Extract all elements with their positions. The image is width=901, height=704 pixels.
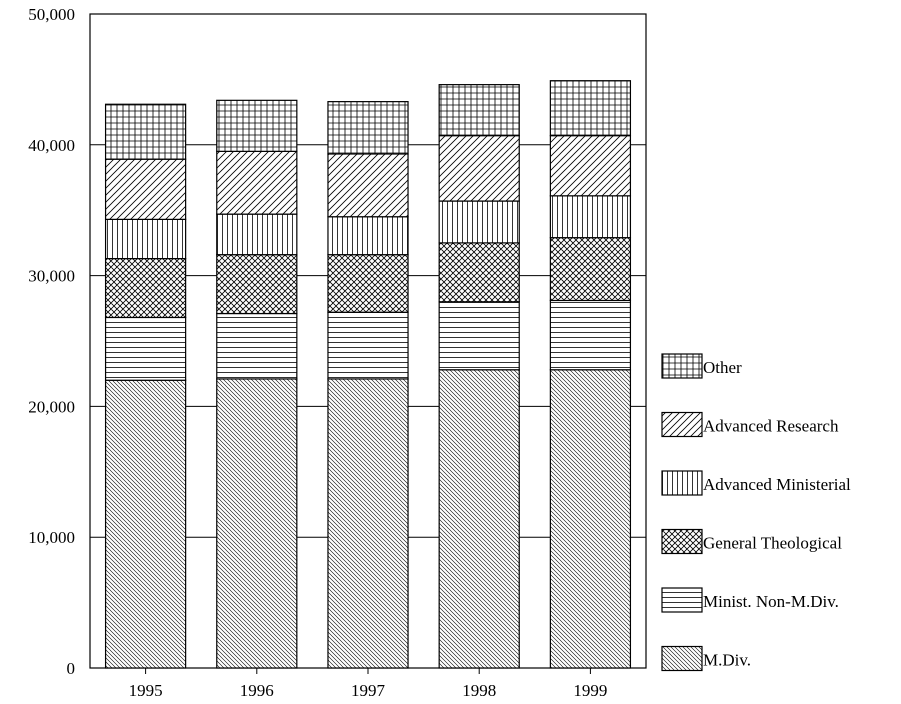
- bar-segment-advanced-ministerial-1996: [216, 213, 298, 256]
- bar-segment-general-theological-1996: [216, 254, 298, 315]
- bar-segment-other-1998: [438, 84, 520, 137]
- legend-label-minist-non-m-div: Minist. Non-M.Div.: [703, 592, 839, 611]
- legend-label-advanced-research: Advanced Research: [703, 417, 839, 436]
- bar-segment-advanced-research-1996: [216, 150, 298, 215]
- bar-segment-minist-non-m-div-1997: [327, 311, 409, 380]
- y-tick-label: 30,000: [28, 267, 75, 286]
- y-tick-label: 50,000: [28, 5, 75, 24]
- legend-label-general-theological: General Theological: [703, 534, 842, 553]
- bar-segment-advanced-ministerial-1998: [438, 200, 520, 244]
- bar-segment-m-div-1998: [438, 369, 520, 669]
- bar-segment-general-theological-1999: [549, 237, 632, 302]
- bar-segment-minist-non-m-div-1995: [104, 316, 187, 381]
- bar-segment-m-div-1995: [104, 379, 187, 669]
- bar-segment-other-1996: [216, 99, 298, 152]
- bar-segment-m-div-1996: [216, 378, 298, 669]
- legend-swatch-general-theological: [661, 528, 703, 555]
- bar-segment-other-1997: [327, 101, 409, 155]
- bar-segment-m-div-1999: [549, 369, 632, 669]
- legend-label-m-div: M.Div.: [703, 651, 751, 670]
- x-tick-label: 1996: [240, 681, 274, 700]
- legend-label-other: Other: [703, 358, 742, 377]
- y-axis: 0 10,000 20,000 30,000 40,000 50,000: [28, 5, 75, 678]
- bar-segment-advanced-research-1999: [549, 135, 632, 197]
- legend: Other Advanced Research Advanced Ministeri…: [661, 353, 851, 672]
- y-tick-label: 20,000: [28, 397, 75, 416]
- x-tick-label: 1999: [573, 681, 607, 700]
- legend-swatch-m-div: [661, 645, 703, 672]
- legend-swatch-advanced-ministerial: [661, 470, 703, 496]
- bar-segment-minist-non-m-div-1999: [549, 299, 632, 371]
- x-axis: 1995 1996 1997 1998 1999: [129, 668, 607, 700]
- legend-label-advanced-ministerial: Advanced Ministerial: [703, 475, 851, 494]
- x-tick-label: 1995: [129, 681, 163, 700]
- bar-segment-advanced-ministerial-1999: [549, 195, 632, 239]
- bar-segment-minist-non-m-div-1996: [216, 312, 298, 380]
- y-tick-label: 0: [67, 659, 76, 678]
- bar-segment-advanced-ministerial-1995: [104, 218, 187, 260]
- bar-segment-advanced-research-1997: [327, 153, 409, 218]
- y-tick-label: 40,000: [28, 136, 75, 155]
- bars: [104, 80, 632, 669]
- bar-segment-advanced-research-1998: [438, 135, 520, 202]
- bar-segment-advanced-ministerial-1997: [327, 216, 409, 256]
- bar-segment-other-1999: [549, 80, 632, 137]
- bar-segment-general-theological-1998: [438, 242, 520, 303]
- bar-segment-general-theological-1995: [104, 257, 187, 319]
- bar-segment-other-1995: [104, 103, 187, 160]
- bar-segment-advanced-research-1995: [104, 158, 187, 220]
- y-tick-label: 10,000: [28, 528, 75, 547]
- legend-swatch-advanced-research: [661, 411, 703, 438]
- bar-segment-minist-non-m-div-1998: [438, 301, 520, 371]
- x-tick-label: 1998: [462, 681, 496, 700]
- legend-swatch-other: [661, 353, 703, 379]
- bar-segment-general-theological-1997: [327, 254, 409, 313]
- legend-swatch-minist-non-m-div: [661, 587, 703, 613]
- bar-segment-m-div-1997: [327, 378, 409, 669]
- x-tick-label: 1997: [351, 681, 386, 700]
